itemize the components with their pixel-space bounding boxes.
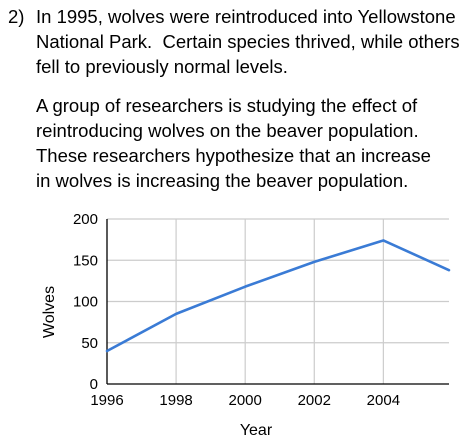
x-axis-label: Year [240, 422, 273, 439]
intro-line: fell to previously normal levels. [36, 56, 288, 77]
y-tick-label: 50 [81, 335, 98, 352]
y-tick-label: 0 [90, 376, 98, 393]
question-number: 2) [8, 6, 25, 27]
y-tick-label: 200 [73, 211, 98, 228]
x-tick-label: 2004 [367, 392, 400, 409]
x-tick-label: 2000 [228, 392, 261, 409]
y-tick-label: 150 [73, 252, 98, 269]
intro-line: In 1995, wolves were reintroduced into Y… [36, 6, 456, 27]
tick-label-layer: 1996 1998 2000 2002 2004 0 50 100 150 200 [73, 211, 400, 409]
y-tick-label: 100 [73, 294, 98, 311]
x-tick-label: 2002 [298, 392, 331, 409]
wolves-series-line [105, 239, 451, 353]
paragraph-line: in wolves is increasing the beaver popul… [36, 170, 409, 191]
paragraph-line: A group of researchers is studying the e… [36, 95, 418, 116]
x-tick-label: 1998 [159, 392, 192, 409]
paragraph-line: These researchers hypothesize that an in… [36, 145, 431, 166]
paragraph-line: reintroducing wolves on the beaver popul… [36, 120, 419, 141]
intro-line: National Park. Certain species thrived, … [36, 31, 460, 52]
y-axis-label: Wolves [41, 286, 58, 338]
question-intro-text: In 1995, wolves were reintroduced into Y… [36, 4, 468, 79]
hypothesis-paragraph: A group of researchers is studying the e… [8, 93, 468, 193]
axis-layer [106, 219, 449, 385]
question-block: 2) In 1995, wolves were reintroduced int… [8, 4, 468, 193]
question-intro: 2) In 1995, wolves were reintroduced int… [8, 4, 468, 79]
x-tick-label: 1996 [90, 392, 123, 409]
series-layer [105, 239, 451, 353]
grid-layer [107, 218, 449, 384]
